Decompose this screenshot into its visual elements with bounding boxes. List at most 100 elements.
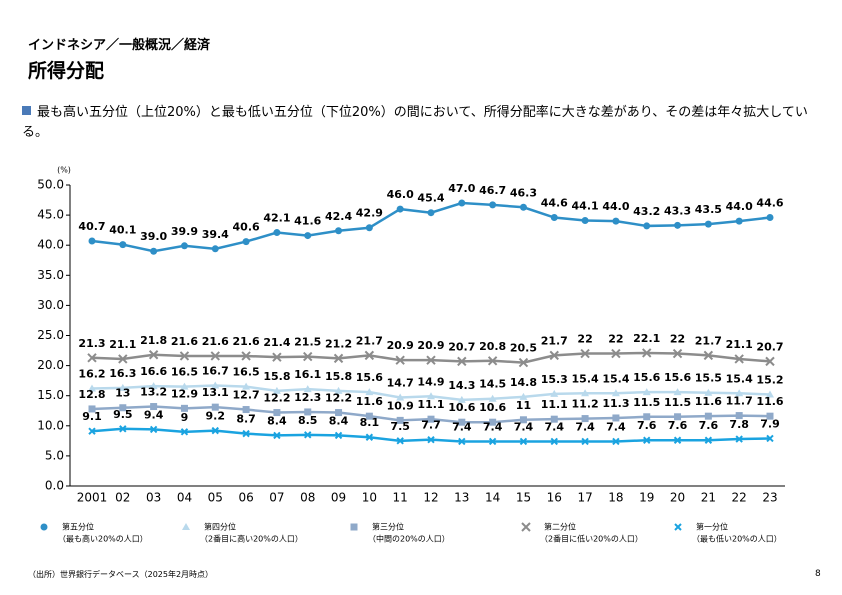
data-label: 15.8 (325, 370, 352, 383)
point (335, 409, 343, 417)
x-tick-label: 10 (362, 491, 377, 505)
point (703, 350, 714, 361)
point (581, 389, 590, 397)
point (766, 412, 774, 420)
point (179, 351, 190, 361)
chart: (%) 0.0 5.0 10.0 15.0 20.0 25.0 30.0 35.0 40.0 45… (37, 166, 785, 544)
point (489, 201, 497, 209)
data-label: 7.4 (606, 420, 626, 433)
point (242, 406, 250, 414)
data-label: 15.4 (602, 372, 629, 385)
point (396, 416, 404, 424)
x-tick-label: 08 (300, 491, 315, 505)
point (642, 348, 652, 358)
point (365, 412, 373, 420)
point (273, 409, 281, 417)
x-tick-label: 23 (762, 491, 777, 505)
point (119, 241, 127, 249)
point (734, 354, 744, 364)
point (303, 385, 312, 393)
data-label: 15.5 (695, 372, 722, 385)
x-tick-label: 12 (423, 491, 438, 505)
data-label: 39.0 (140, 230, 167, 243)
x-tick-label: 07 (269, 491, 284, 505)
point (88, 405, 96, 413)
data-label: 10.9 (387, 399, 414, 412)
point (148, 350, 159, 360)
data-label: 21.4 (263, 336, 290, 349)
data-label: 21.7 (695, 334, 722, 347)
point (303, 351, 313, 362)
legend-description: （最も低い20%の人口） (692, 534, 782, 544)
data-label: 16.3 (109, 367, 136, 380)
legend-description: （最も高い20%の人口） (58, 534, 148, 544)
point (242, 429, 250, 438)
y-tick-label: 25.0 (37, 328, 64, 342)
point (674, 413, 682, 421)
data-label: 16.5 (233, 366, 260, 379)
point (365, 433, 374, 441)
data-label: 39.4 (202, 228, 229, 241)
data-label: 11.1 (417, 398, 444, 411)
point (272, 352, 282, 362)
data-label: 21.6 (202, 335, 229, 348)
legend-marker (40, 523, 48, 531)
point (273, 229, 281, 237)
point (211, 381, 220, 389)
data-label: 7.9 (760, 417, 780, 430)
point (643, 413, 651, 421)
data-label: 21.5 (294, 336, 321, 349)
x-tick-label: 20 (670, 491, 685, 505)
point (364, 350, 375, 361)
data-label: 11.3 (602, 397, 629, 410)
data-label: 21.1 (109, 338, 136, 351)
legend-label: 第五分位 (62, 522, 94, 532)
point (766, 214, 774, 222)
point (457, 395, 466, 403)
data-label: 41.6 (294, 215, 321, 228)
data-label: 16.7 (202, 364, 229, 377)
point (735, 389, 744, 397)
point (242, 382, 251, 390)
data-label: 22 (577, 333, 592, 346)
point (272, 386, 281, 394)
point (489, 418, 497, 426)
point (304, 431, 312, 439)
point (518, 357, 529, 368)
y-tick-label: 35.0 (37, 268, 64, 282)
point (88, 237, 96, 245)
point (180, 382, 189, 390)
page-number: 8 (815, 569, 821, 579)
data-label: 43.3 (664, 204, 691, 217)
data-label: 11.6 (695, 395, 722, 408)
point (766, 390, 774, 398)
point (487, 356, 498, 366)
point (550, 415, 558, 423)
data-label: 20.9 (417, 339, 444, 352)
data-label: 20.8 (479, 340, 506, 353)
data-label: 43.2 (633, 205, 660, 218)
data-label: 13 (115, 387, 130, 400)
x-tick-label: 05 (208, 491, 223, 505)
legend-marker (674, 523, 682, 531)
data-label: 15.4 (572, 372, 599, 385)
x-tick-label: 02 (115, 491, 130, 505)
data-label: 22 (670, 333, 685, 346)
point (581, 437, 589, 446)
data-label: 8.5 (298, 414, 318, 427)
data-label: 16.5 (171, 366, 198, 379)
page-title: 所得分配 (28, 60, 105, 82)
y-tick-label: 0.0 (45, 479, 64, 493)
x-tick-label: 18 (608, 491, 623, 505)
x-tick-label: 11 (393, 491, 408, 505)
source: （出所）世界銀行データベース（2025年2月時点） (28, 570, 214, 579)
point (704, 388, 713, 396)
data-label: 42.4 (325, 210, 352, 223)
point (304, 408, 312, 416)
data-label: 21.1 (726, 338, 753, 351)
data-label: 7.6 (668, 419, 688, 432)
legend-label: 第三分位 (372, 522, 404, 532)
point (333, 353, 344, 364)
point (334, 431, 343, 440)
point (365, 388, 374, 396)
